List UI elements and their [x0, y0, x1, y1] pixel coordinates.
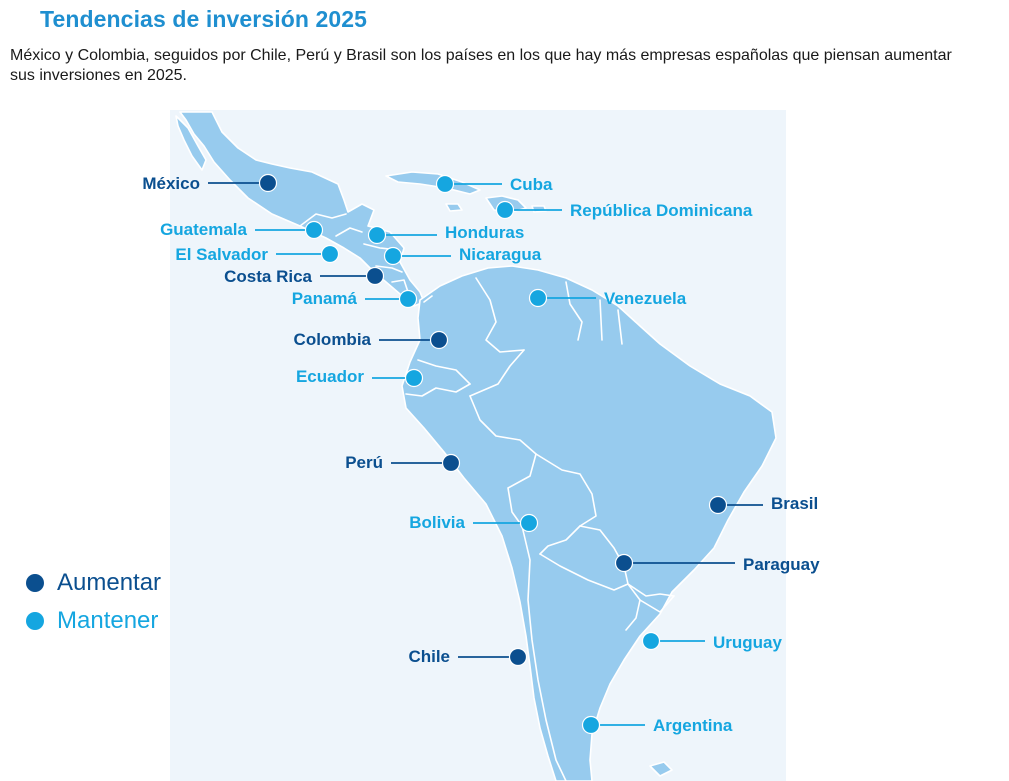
country-markers: México Cuba República Dominicana Guatemala H… — [142, 173, 820, 735]
border-argentina-uruguay — [625, 583, 641, 631]
label-colombia: Colombia — [294, 330, 372, 349]
border-uruguay-brazil — [639, 595, 675, 613]
label-argentina: Argentina — [653, 716, 733, 735]
border-ecuador-peru — [405, 383, 471, 397]
marker-panama — [398, 289, 418, 309]
label-el-salvador: El Salvador — [175, 245, 268, 264]
marker-peru — [441, 453, 461, 473]
border-mexico-guatemala — [299, 213, 347, 227]
page-title: Tendencias de inversión 2025 — [40, 6, 368, 32]
mexico-central-america-land — [179, 111, 425, 307]
border-bolivia-paraguay — [539, 525, 581, 555]
marker-argentina — [581, 715, 601, 735]
border-brazil-argentina — [627, 583, 675, 597]
marker-bolivia — [519, 513, 539, 533]
border-bolivia-brazil — [535, 453, 597, 527]
marker-chile — [508, 647, 528, 667]
label-peru: Perú — [345, 453, 383, 472]
marker-cuba — [435, 174, 455, 194]
label-republica-dominicana: República Dominicana — [570, 201, 753, 220]
legend-label-aumentar: Aumentar — [57, 569, 162, 596]
marker-brasil — [708, 495, 728, 515]
marker-uruguay — [641, 631, 661, 651]
border-paraguay-argentina — [539, 553, 629, 591]
marker-ecuador — [404, 368, 424, 388]
label-guatemala: Guatemala — [160, 220, 247, 239]
border-costarica-panama — [391, 279, 409, 293]
border-nicaragua-costarica — [375, 265, 403, 273]
marker-mexico — [258, 173, 278, 193]
border-guatemala-honduras — [335, 227, 363, 237]
border-chile-argentina — [521, 525, 567, 781]
marker-venezuela — [528, 288, 548, 308]
label-uruguay: Uruguay — [713, 633, 783, 652]
border-venezuela-guyana — [565, 281, 583, 341]
jamaica-land — [445, 203, 463, 212]
marker-colombia — [429, 330, 449, 350]
marker-honduras — [367, 225, 387, 245]
legend-item-aumentar: Aumentar — [26, 564, 161, 602]
label-costa-rica: Costa Rica — [224, 267, 312, 286]
falklands-land — [649, 761, 673, 777]
marker-republica-dominicana — [495, 200, 515, 220]
baja-california-land — [175, 115, 207, 171]
puerto-rico-land — [531, 205, 547, 213]
legend-item-mantener: Mantener — [26, 602, 161, 640]
border-panama-colombia — [423, 295, 433, 303]
marker-nicaragua — [383, 246, 403, 266]
land-masses — [175, 111, 777, 781]
label-ecuador: Ecuador — [296, 367, 364, 386]
border-colombia-ecuador — [417, 359, 471, 385]
legend-dot-aumentar — [26, 574, 44, 592]
border-colombia-brazil — [469, 349, 525, 397]
legend-dot-mantener — [26, 612, 44, 630]
label-mexico: México — [142, 174, 200, 193]
label-chile: Chile — [408, 647, 450, 666]
marker-guatemala — [304, 220, 324, 240]
legend-label-mantener: Mantener — [57, 607, 159, 634]
marker-paraguay — [614, 553, 634, 573]
border-guianas — [599, 299, 623, 345]
label-honduras: Honduras — [445, 223, 524, 242]
border-colombia-venezuela — [475, 277, 525, 353]
label-cuba: Cuba — [510, 175, 553, 194]
label-brasil: Brasil — [771, 494, 818, 513]
south-america-land — [401, 265, 777, 781]
intro-text: México y Colombia, seguidos por Chile, P… — [10, 47, 952, 84]
legend: Aumentar Mantener — [26, 564, 161, 640]
label-bolivia: Bolivia — [409, 513, 465, 532]
marker-el-salvador — [320, 244, 340, 264]
marker-costa-rica — [365, 266, 385, 286]
border-peru-bolivia — [507, 453, 537, 527]
label-venezuela: Venezuela — [604, 289, 687, 308]
label-panama: Panamá — [292, 289, 358, 308]
cuba-land — [385, 171, 481, 195]
label-paraguay: Paraguay — [743, 555, 820, 574]
border-peru-brazil — [469, 395, 537, 455]
label-nicaragua: Nicaragua — [459, 245, 542, 264]
